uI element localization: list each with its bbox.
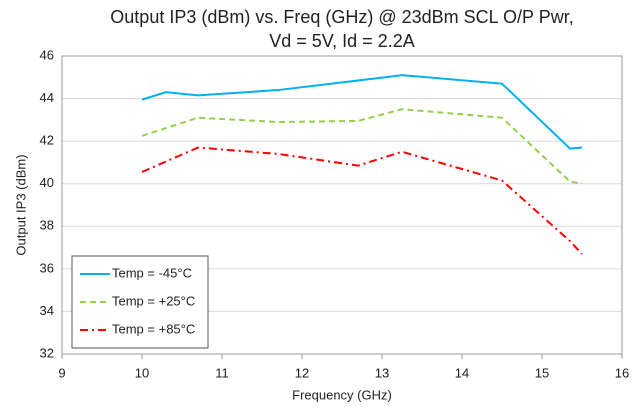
x-tick-label: 16 (615, 365, 629, 380)
series-line (141, 108, 583, 185)
x-tick-label: 9 (58, 365, 65, 380)
legend-label: Temp = -45°C (112, 265, 192, 280)
series-line (141, 74, 583, 150)
x-tick-label: 10 (135, 365, 149, 380)
chart-title: Vd = 5V, Id = 2.2A (269, 31, 414, 51)
y-tick-label: 32 (40, 345, 54, 360)
y-tick-label: 36 (40, 260, 54, 275)
y-tick-label: 34 (40, 303, 54, 318)
series-line (141, 146, 583, 255)
legend-label: Temp = +85°C (112, 321, 195, 336)
y-axis-label: Output IP3 (dBm) (13, 154, 28, 255)
plot-frame (61, 55, 623, 355)
x-tick-label: 15 (535, 365, 549, 380)
x-axis-label: Frequency (GHz) (292, 387, 392, 402)
legend-label: Temp = +25°C (112, 293, 195, 308)
chart-title: Output IP3 (dBm) vs. Freq (GHz) @ 23dBm … (110, 7, 573, 27)
x-tick-label: 11 (215, 365, 229, 380)
x-tick-label: 12 (295, 365, 309, 380)
y-tick-label: 38 (40, 218, 54, 233)
y-tick-label: 42 (40, 133, 54, 148)
x-tick-label: 14 (455, 365, 469, 380)
y-tick-label: 40 (40, 175, 54, 190)
y-tick-label: 46 (40, 47, 54, 62)
x-tick-label: 13 (375, 365, 389, 380)
y-tick-label: 44 (40, 90, 54, 105)
